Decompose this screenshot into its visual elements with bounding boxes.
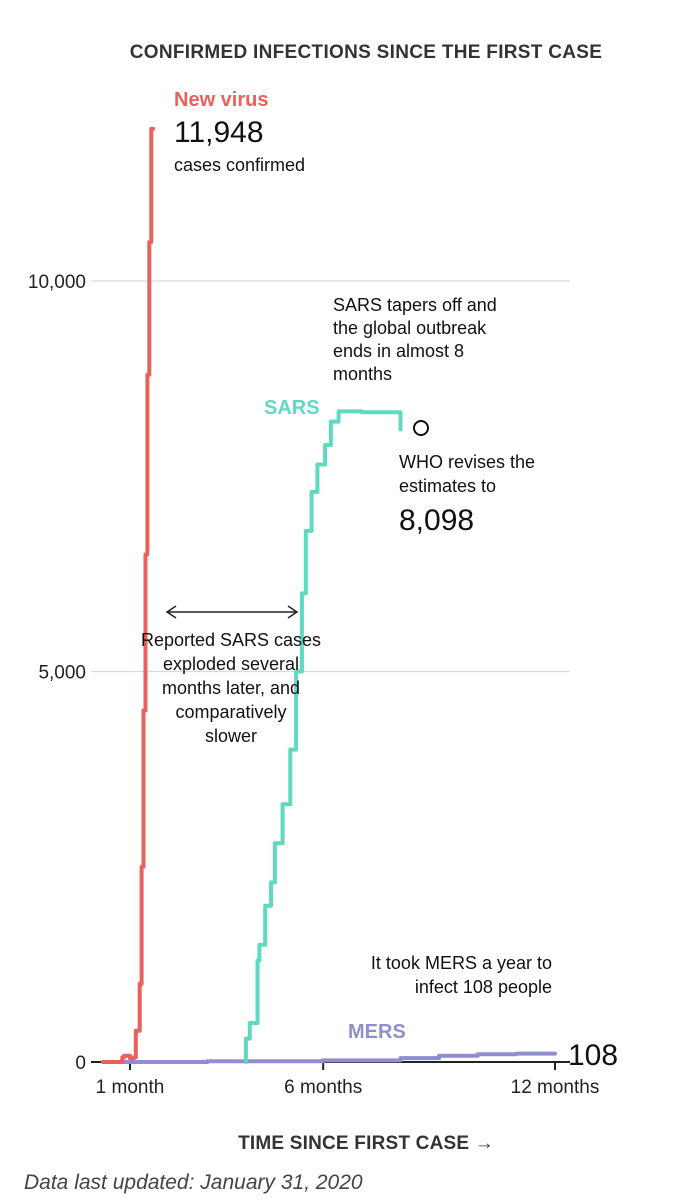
x-tick-label: 1 month xyxy=(96,1077,165,1098)
annotation-line: the global outbreak xyxy=(333,318,487,338)
annotation-sars-value: 8,098 xyxy=(399,504,474,537)
annotation-sars-exploded: Reported SARS cases exploded several mon… xyxy=(141,630,321,746)
annotation-mers-value: 108 xyxy=(568,1039,618,1072)
annotation-line: exploded several xyxy=(163,654,299,674)
y-tick-label: 0 xyxy=(75,1053,86,1074)
sars-endpoint-marker xyxy=(413,420,429,436)
annotation-line: slower xyxy=(205,726,257,746)
chart-title: CONFIRMED INFECTIONS SINCE THE FIRST CAS… xyxy=(130,42,603,63)
series-label-mers: MERS xyxy=(348,1021,406,1043)
series-line-mers xyxy=(101,1051,557,1064)
footnote: Data last updated: January 31, 2020 xyxy=(24,1171,363,1194)
annotation-line: WHO revises the xyxy=(399,452,535,472)
annotation-who-revises: WHO revises the estimates to 8,098 xyxy=(399,452,535,537)
annotation-line: comparatively xyxy=(175,702,286,722)
annotation-mers-year: It took MERS a year to infect 108 people xyxy=(371,953,552,997)
y-tick-labels: 0 5,000 10,000 xyxy=(28,272,86,1074)
annotation-line: SARS tapers off and xyxy=(333,295,497,315)
annotation-sars-tapers: SARS tapers off and the global outbreak … xyxy=(333,295,497,384)
annotation-new-virus-text: cases confirmed xyxy=(174,155,305,175)
series-line-new-virus xyxy=(101,126,156,1064)
annotation-line: ends in almost 8 xyxy=(333,341,464,361)
series-lines xyxy=(101,126,557,1064)
x-axis-label: TIME SINCE FIRST CASE → xyxy=(238,1133,494,1154)
double-arrow-icon xyxy=(165,605,299,619)
annotation-new-virus-value: 11,948 xyxy=(174,116,264,149)
x-tick-label: 12 months xyxy=(511,1077,600,1098)
gridlines xyxy=(91,280,570,673)
series-label-new-virus: New virus xyxy=(174,89,268,111)
series-line-sars xyxy=(243,409,403,1064)
annotation-line: infect 108 people xyxy=(415,977,552,997)
x-axis: 1 month 6 months 12 months xyxy=(91,1061,600,1098)
y-tick-label: 10,000 xyxy=(28,272,86,293)
annotation-line: months later, and xyxy=(162,678,300,698)
annotation-line: Reported SARS cases xyxy=(141,630,321,650)
annotation-line: estimates to xyxy=(399,476,496,496)
annotation-line: It took MERS a year to xyxy=(371,953,552,973)
y-tick-label: 5,000 xyxy=(38,663,86,684)
series-label-sars: SARS xyxy=(264,397,320,419)
x-tick-label: 6 months xyxy=(284,1077,362,1098)
annotation-line: months xyxy=(333,364,392,384)
